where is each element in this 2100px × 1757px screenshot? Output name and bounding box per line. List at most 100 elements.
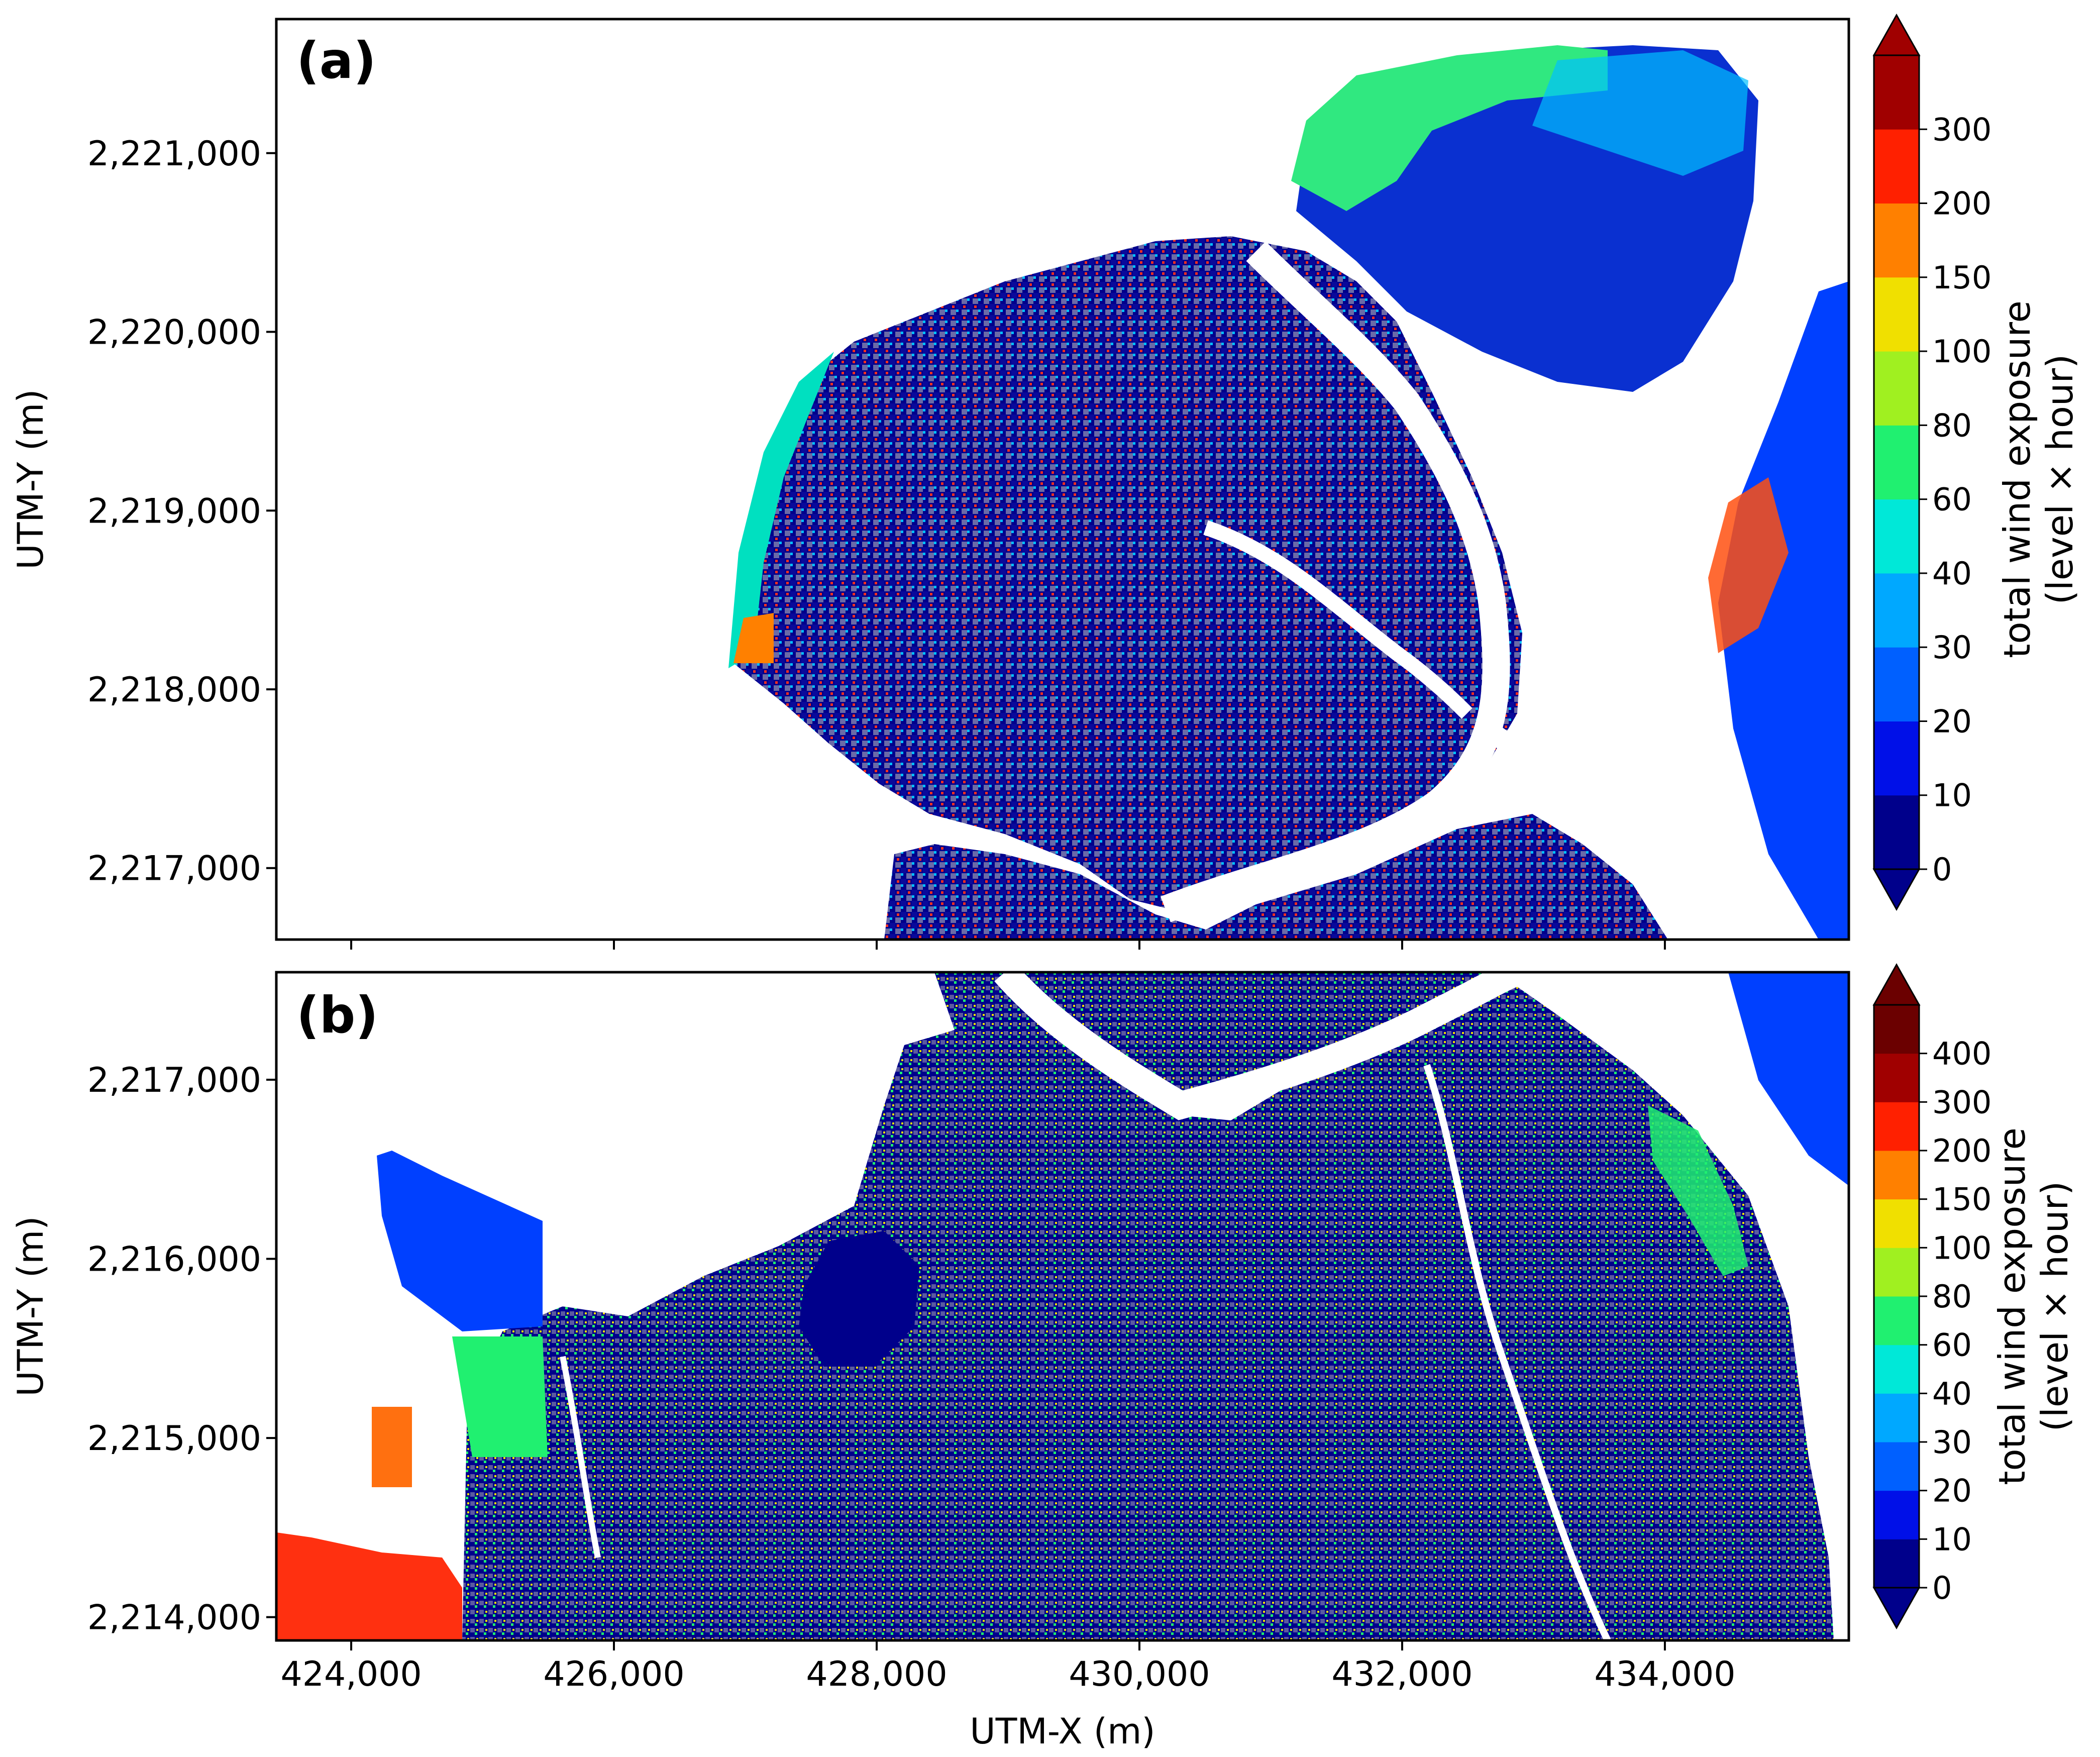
panel-a-colorbar-level: 0 (1932, 851, 1952, 888)
panel-b-colorbar-level: 150 (1932, 1181, 1991, 1218)
panel-b-colorbar-level: 10 (1932, 1521, 1972, 1558)
panel-b-colorbar-extend-min (1872, 1587, 1921, 1630)
panel-b-colorbar-segment (1874, 1490, 1919, 1539)
panel-b-creek (1423, 1064, 1611, 1640)
panel-b-colorbar-level: 30 (1932, 1424, 1972, 1461)
panel-b-north-land (934, 972, 1517, 1105)
panel-b-ylabel: UTM-Y (m) (10, 1216, 51, 1396)
panel-a-colorbar-extend-max (1872, 13, 1921, 56)
panel-a-ytick-label: 2,220,000 (87, 313, 261, 353)
panel-b-xtick-label: 434,000 (1594, 1655, 1735, 1694)
panel-a-colorbar-segment (1874, 573, 1919, 648)
panel-a-east-warm (1708, 477, 1789, 653)
panel-a-colorbar-label-line2: (level × hour) (2039, 354, 2081, 604)
panel-a-river (1161, 241, 1510, 922)
panel-a-colorbar-segment (1874, 795, 1919, 870)
panel-b-west-basin (377, 1151, 543, 1331)
panel-a-colorbar-frame (1873, 54, 1920, 870)
panel-b-colorbar-level: 20 (1932, 1473, 1972, 1509)
panel-a-axes: 2,221,000 2,220,000 2,219,000 2,218,000 2,21… (87, 134, 1666, 950)
panel-a-colorbar-level: 100 (1932, 333, 1991, 370)
panel-a-south-land (884, 814, 1668, 940)
panel-a-colorbar-segment (1874, 277, 1919, 352)
panel-b-ytick-label: 2,215,000 (87, 1419, 261, 1459)
panel-b-colorbar-segment (1874, 1199, 1919, 1248)
panel-a-frame (275, 18, 1850, 941)
panel-b-ytick-label: 2,216,000 (87, 1240, 261, 1280)
panel-b-colorbar-segment (1874, 1296, 1919, 1346)
panel-a-colorbar-level: 40 (1932, 555, 1972, 592)
panel-a-colorbar-segment (1874, 129, 1919, 204)
panel-b-colorbar-level: 300 (1932, 1084, 1991, 1120)
panel-a-colorbar: 0 10 20 30 40 60 80 100 150 200 300 (1872, 13, 1991, 911)
panel-b-colorbar-level: 0 (1932, 1570, 1952, 1606)
panel-a-map (728, 45, 1849, 940)
panel-a-west-orange (733, 613, 774, 663)
panel-a-colorbar-segment (1874, 499, 1919, 574)
panel-b-colorbar-label-line1: total wind exposure (1991, 1127, 2033, 1485)
panel-b-xtick-label: 430,000 (1069, 1655, 1210, 1694)
panel-a-colorbar-level: 80 (1932, 407, 1972, 444)
panel-b-river (994, 972, 1521, 1120)
panel-a-colorbar-segment (1874, 647, 1919, 721)
panel-b-label: (b) (296, 986, 378, 1045)
panel-b-colorbar-level: 80 (1932, 1278, 1972, 1315)
panel-b-colorbar-segment (1874, 1345, 1919, 1394)
panel-b-colorbar-segment (1874, 1442, 1919, 1491)
panel-b-colorbar-segment (1874, 1151, 1919, 1200)
panel-a-river-2 (1203, 520, 1473, 719)
panel-b-creek-2 (560, 1356, 601, 1559)
panel-b-colorbar-label-line2: (level × hour) (2034, 1181, 2076, 1431)
panel-a-colorbar-level: 60 (1932, 481, 1972, 518)
panel-a-land (733, 236, 1522, 909)
panel-b-dark-lake (799, 1231, 919, 1367)
panel-b-colorbar-level: 60 (1932, 1327, 1972, 1364)
panel-a-label: (a) (296, 31, 376, 90)
panel-a-north-green (1291, 45, 1608, 211)
panel-b-colorbar-level: 40 (1932, 1375, 1972, 1412)
panel-b-ytick-label: 2,217,000 (87, 1061, 261, 1100)
panel-b-map (276, 972, 1849, 1640)
panel-b-colorbar-segment (1874, 1005, 1919, 1054)
panel-b-west-warm-1 (372, 1407, 412, 1487)
panel-a-colorbar-label-line1: total wind exposure (1996, 300, 2038, 658)
panel-b-frame (275, 971, 1850, 1642)
panel-a-ylabel: UTM-Y (m) (10, 389, 51, 569)
panel-b-colorbar-extend-max (1872, 963, 1921, 1006)
panel-a-colorbar-segment (1874, 351, 1919, 426)
panel-a-colorbar-level: 20 (1932, 703, 1972, 740)
panel-b-xlabel: UTM-X (m) (970, 1711, 1155, 1752)
panel-a-river-3 (1481, 720, 1637, 813)
panel-b-west-green (452, 1336, 548, 1457)
panel-a-colorbar-level: 30 (1932, 629, 1972, 666)
panel-a-colorbar-segment (1874, 425, 1919, 500)
panel-b-land (462, 980, 1834, 1640)
panel-b-colorbar-segment (1874, 1248, 1919, 1297)
panel-b-colorbar-segment (1874, 1393, 1919, 1442)
panel-b-axes: 424,000 426,000 428,000 430,000 432,000 434,0… (87, 1061, 1736, 1694)
panel-a-west-fringe (728, 352, 834, 668)
panel-a-colorbar-extend-min (1872, 868, 1921, 911)
panel-b-colorbar-segment (1874, 1102, 1919, 1151)
panel-b-colorbar-segment (1874, 1053, 1919, 1102)
panel-a-ytick-label: 2,218,000 (87, 670, 261, 710)
panel-b-xtick-label: 432,000 (1331, 1655, 1473, 1694)
panel-a-colorbar-segment (1874, 203, 1919, 278)
panel-a-colorbar-level: 10 (1932, 777, 1972, 814)
panel-a-ytick-label: 2,219,000 (87, 491, 261, 531)
panel-a-ytick-label: 2,217,000 (87, 849, 261, 889)
panel-b-colorbar-level: 400 (1932, 1036, 1991, 1072)
panel-b-colorbar-segment (1874, 1539, 1919, 1588)
panel-a-colorbar-segment (1874, 55, 1919, 130)
panel-a-east-strip (1718, 281, 1849, 940)
panel-b-colorbar: 0 10 20 30 40 60 80 100 150 200 300 400 (1872, 963, 1991, 1630)
panel-b-colorbar-level: 200 (1932, 1132, 1991, 1169)
panel-a-colorbar-level: 200 (1932, 185, 1991, 222)
panel-b-xtick-label: 424,000 (280, 1655, 422, 1694)
panel-b-east-green (1648, 1105, 1748, 1276)
panel-a-colorbar-level: 150 (1932, 259, 1991, 296)
panel-a-colorbar-segment (1874, 721, 1919, 796)
panel-b-northeast-strip (1728, 972, 1849, 1186)
panel-a-north-cyan (1532, 50, 1748, 176)
panel-b-colorbar-level: 100 (1932, 1229, 1991, 1266)
